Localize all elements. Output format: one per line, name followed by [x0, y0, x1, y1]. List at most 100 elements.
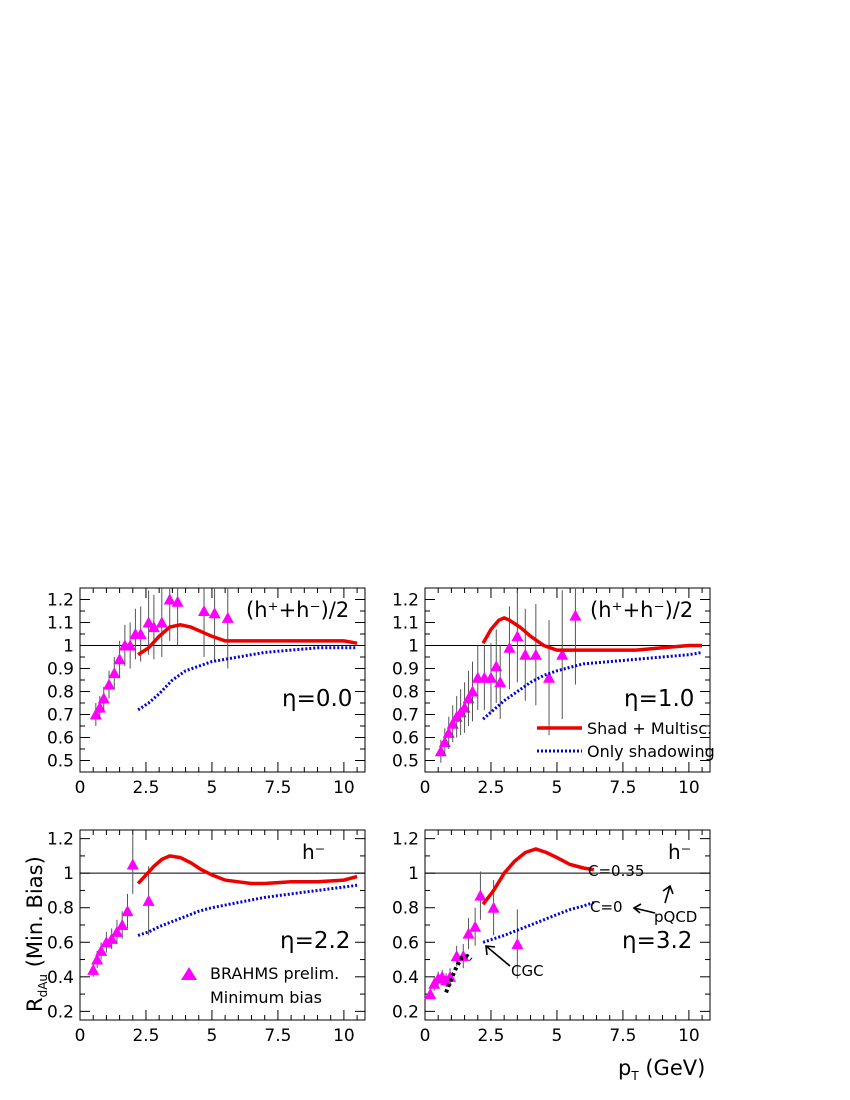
- data-point: [105, 932, 118, 944]
- data-point: [529, 648, 542, 660]
- y-tick-label: 0.5: [47, 752, 74, 772]
- y-axis-title-tail: (Min. Bias): [23, 856, 47, 974]
- data-point: [155, 616, 168, 628]
- y-tick-label: 1.2: [47, 591, 74, 611]
- curve-shad-multisc: [481, 615, 703, 652]
- y-tick-label: 1.1: [47, 614, 74, 634]
- data-point: [147, 621, 160, 633]
- y-axis-title-sub: dAu: [36, 974, 50, 997]
- legend-marker-brahms: [181, 967, 197, 980]
- data-point: [142, 616, 155, 628]
- data-point: [462, 927, 475, 939]
- y-tick-label: 0.9: [392, 660, 419, 680]
- data-point: [103, 678, 116, 690]
- y-tick-label: 0.8: [47, 683, 74, 703]
- eta-label-bottom-right: η=3.2: [622, 928, 692, 954]
- y-axis-title-main: R: [23, 997, 47, 1012]
- y-tick-label: 0.5: [392, 752, 419, 772]
- x-tick-label: 10: [678, 778, 700, 798]
- x-tick-label: 10: [333, 1026, 355, 1046]
- data-point: [95, 944, 108, 956]
- x-tick-label: 0: [420, 1026, 431, 1046]
- x-tick-label: 2.5: [132, 1026, 159, 1046]
- arrow-pqcd-up: [662, 884, 674, 904]
- x-tick-label: 7.5: [264, 1026, 291, 1046]
- x-tick-label: 2.5: [132, 778, 159, 798]
- x-tick-label: 10: [333, 778, 355, 798]
- series-brahms-data: [434, 588, 582, 763]
- y-tick-label: 0.6: [392, 933, 419, 953]
- x-tick-label: 5: [552, 1026, 563, 1046]
- data-point: [108, 667, 121, 679]
- data-point: [519, 648, 532, 660]
- data-point: [466, 685, 479, 697]
- data-point: [503, 641, 516, 653]
- data-point: [89, 708, 102, 720]
- y-tick-label: 1.2: [392, 830, 419, 850]
- y-axis-title: RdAu (Min. Bias): [23, 856, 50, 1012]
- x-tick-label: 0: [75, 778, 86, 798]
- svg-text:RdAu (Min. Bias): RdAu (Min. Bias): [23, 856, 50, 1012]
- data-point: [458, 701, 471, 713]
- annotation-cgc: CGC: [511, 962, 544, 980]
- x-tick-label: 0: [420, 778, 431, 798]
- data-point: [171, 595, 184, 607]
- panel-top-left: 0 2.5 5 7.5 10 0.5 0.6 0.7 0.8 0.9 1 1.1 1.2: [47, 587, 366, 798]
- panel-bottom-right: 0 2.5 5 7.5 10 0.2 0.4 0.6 0.8 1 1.2: [392, 829, 711, 1046]
- annotation-c035: C=0.35: [588, 862, 644, 880]
- data-point: [113, 653, 126, 665]
- y-tick-label: 0.2: [392, 1002, 419, 1022]
- curve-only-shadowing: [482, 650, 703, 721]
- data-point: [438, 736, 451, 748]
- legend-label-only-shadowing: Only shadowing: [587, 742, 715, 761]
- annotations-bottom-right: C=0.35 C=0 pQCD CGC: [485, 862, 697, 980]
- y-tick-label: 0.2: [47, 1002, 74, 1022]
- data-point: [511, 938, 524, 949]
- series-brahms-data: [87, 835, 155, 977]
- data-point: [469, 920, 482, 932]
- arrow-cgc: [485, 945, 511, 967]
- data-point: [97, 692, 110, 704]
- species-label-top-left: (h⁺+h⁻)/2: [246, 598, 349, 622]
- arrow-pqcd-left: [632, 903, 656, 914]
- series-brahms-data: [89, 588, 234, 726]
- x-tick-label: 5: [207, 778, 218, 798]
- x-tick-label: 5: [207, 1026, 218, 1046]
- annotation-c0: C=0: [590, 898, 623, 916]
- data-point: [87, 963, 100, 975]
- data-point: [134, 628, 147, 639]
- y-tick-label: 0.8: [392, 683, 419, 703]
- x-tick-label: 7.5: [264, 778, 291, 798]
- y-tick-label: 1: [63, 637, 74, 657]
- y-tick-label: 0.8: [47, 899, 74, 919]
- data-point: [116, 919, 129, 930]
- data-point: [91, 953, 104, 965]
- data-point: [198, 605, 211, 616]
- legend-note-minimum-bias: Minimum bias: [210, 988, 322, 1007]
- panel-top-right: 0 2.5 5 7.5 10 0.5 0.6 0.7 0.8 0.9 1 1.1 1.2: [392, 587, 711, 798]
- data-point: [163, 593, 176, 605]
- curve-cgc: [444, 953, 473, 994]
- data-point: [490, 660, 503, 672]
- y-tick-label: 1.1: [392, 614, 419, 634]
- x-tick-label: 7.5: [609, 778, 636, 798]
- y-tick-label: 0.9: [47, 660, 74, 680]
- y-tick-label: 0.7: [47, 706, 74, 726]
- data-point: [434, 745, 447, 757]
- species-label-bottom-right: h⁻: [668, 840, 691, 864]
- y-tick-label: 0.6: [47, 729, 74, 749]
- annotation-pqcd: pQCD: [654, 908, 697, 926]
- legend-top-right: Shad + Multisc. Only shadowing: [537, 719, 715, 761]
- data-point: [474, 889, 487, 901]
- data-point: [446, 717, 459, 729]
- x-tick-label: 7.5: [609, 1026, 636, 1046]
- data-point: [487, 901, 500, 913]
- data-point: [569, 609, 582, 621]
- data-point: [556, 648, 569, 660]
- y-tick-label: 0.8: [392, 899, 419, 919]
- species-label-bottom-left: h⁻: [302, 840, 325, 864]
- eta-label-top-left: η=0.0: [282, 686, 352, 712]
- y-tick-label: 1: [63, 864, 74, 884]
- data-point: [511, 630, 524, 642]
- y-tick-label: 1.2: [47, 830, 74, 850]
